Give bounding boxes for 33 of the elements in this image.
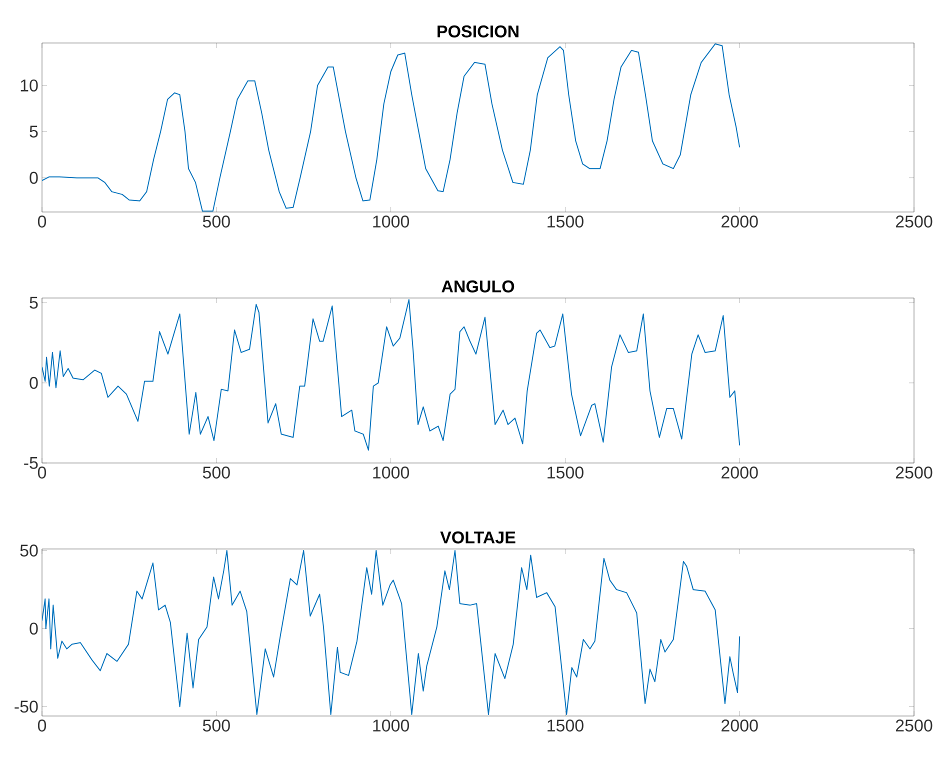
x-tick-label: 500 [202,466,230,479]
y-tick-label: 0 [30,622,38,635]
x-tick-label: 0 [38,216,46,228]
x-tick-label: 0 [38,466,46,479]
y-tick-label: 10 [20,79,38,92]
x-tick-label: 500 [202,216,230,228]
x-tick-label: 2000 [722,720,758,732]
x-tick-label: 2000 [722,466,758,479]
x-tick-label: 500 [202,720,230,732]
y-tick-label: 5 [30,296,38,309]
x-tick-label: 2500 [896,720,932,732]
y-tick-label: 0 [30,376,38,389]
x-tick-label: 1500 [548,466,584,479]
x-tick-label: 1500 [548,216,584,228]
x-tick-label: 1000 [373,466,410,479]
line-series [42,43,740,212]
chart-title: VOLTAJE [440,531,516,544]
x-tick-label: 1500 [548,720,584,732]
chart-title: ANGULO [442,280,514,292]
y-tick-label: 5 [30,126,38,138]
x-tick-label: 2500 [896,216,932,228]
y-tick-label: 0 [30,172,38,184]
x-tick-label: 1000 [373,720,410,732]
y-tick-label: -5 [24,457,38,469]
y-tick-label: 50 [20,544,38,557]
line-series [42,550,740,715]
x-tick-label: 2000 [722,216,758,228]
x-tick-label: 0 [38,720,46,732]
x-tick-label: 2500 [896,466,932,479]
y-tick-label: -50 [14,700,38,713]
line-series [42,299,740,451]
chart-title: POSICION [438,25,518,38]
x-tick-label: 1000 [373,216,410,228]
